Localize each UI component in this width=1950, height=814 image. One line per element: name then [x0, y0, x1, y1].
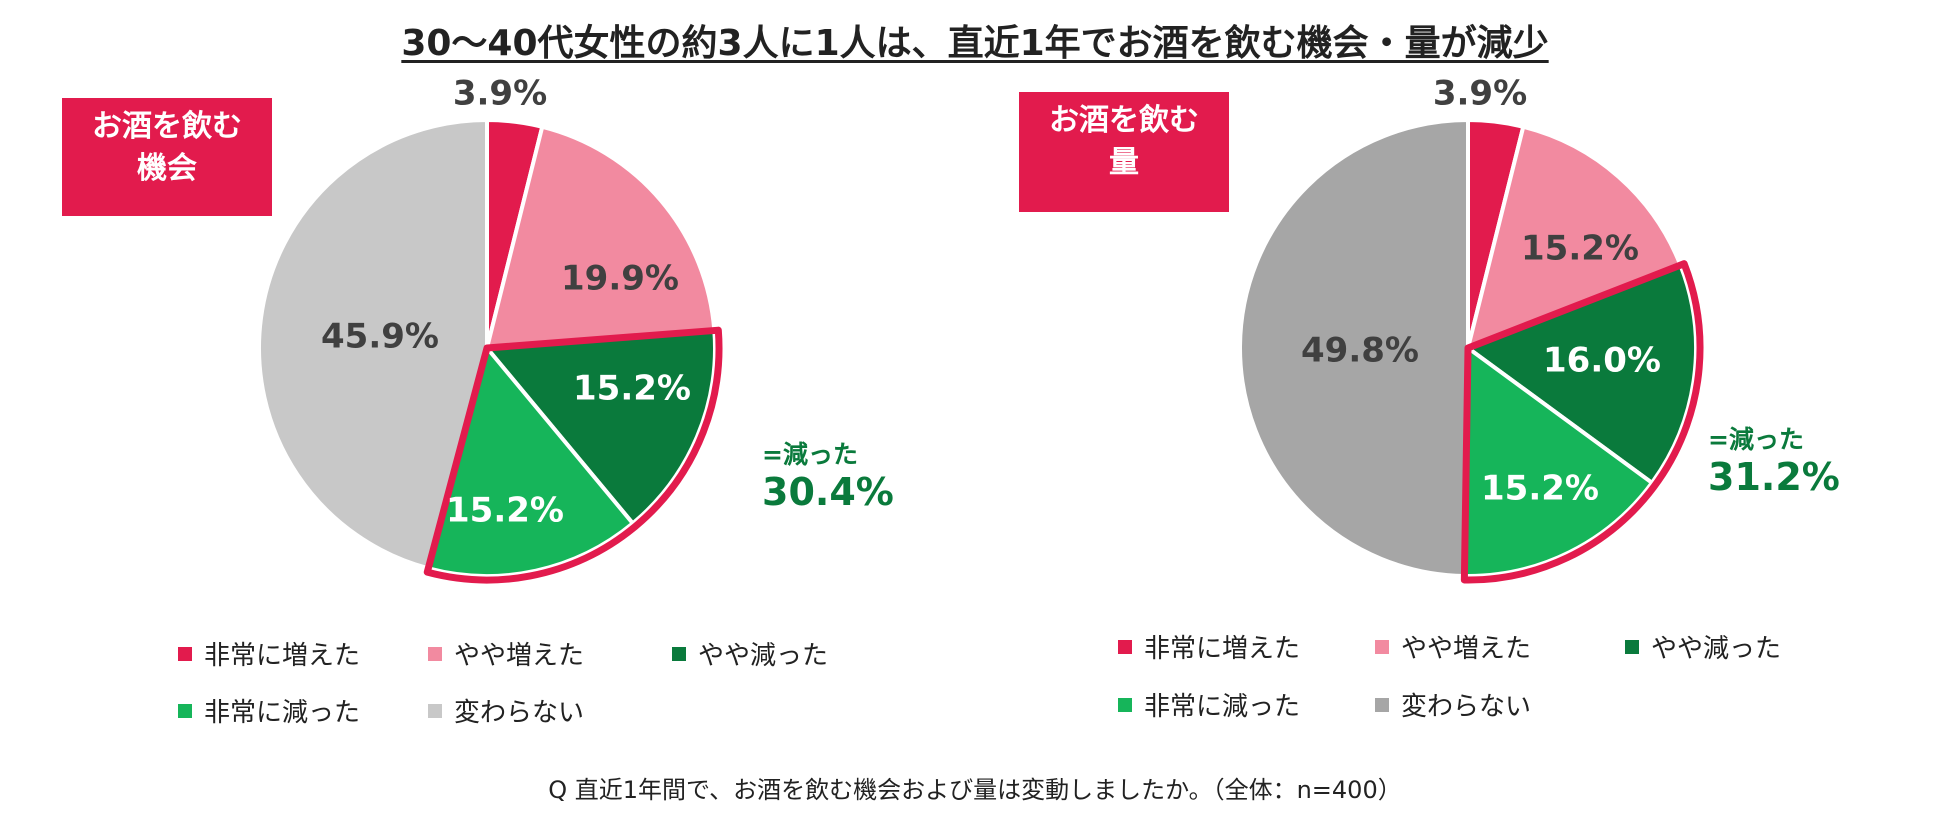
legend-swatch — [672, 646, 686, 661]
legend-swatch — [178, 703, 192, 718]
legend-label: 非常に減った — [1144, 692, 1301, 722]
data-label: 15.2% — [446, 491, 564, 531]
legend-swatch — [1375, 697, 1389, 712]
legend-swatch — [428, 703, 442, 718]
data-label: 49.8% — [1301, 331, 1419, 371]
data-label: 15.2% — [1481, 469, 1599, 509]
pie-slice — [1463, 262, 1698, 486]
legend-label: 変わらない — [454, 698, 585, 728]
legend-swatch — [1118, 697, 1132, 712]
legend-item: やや減った — [672, 635, 828, 672]
data-label: 3.9% — [1433, 74, 1527, 114]
annotation-value: 31.2% — [1708, 455, 1840, 499]
legend-label: やや減った — [1651, 634, 1782, 664]
legend-item: やや減った — [1625, 628, 1781, 665]
pie-panel-amount: お酒を飲む 量 3.9% 15.2% 16.0% 15.2% 49.8% =減った 31.2… — [975, 0, 1950, 814]
badge-line-2: 量 — [1109, 145, 1139, 180]
badge-occasion: お酒を飲む 機会 — [62, 98, 272, 216]
legend-swatch — [428, 646, 442, 661]
pie-panel-occasion: お酒を飲む 機会 3.9% 19.9% 15.2% 15.2% 45.9% =減った 30.… — [62, 74, 894, 729]
legend-label: 変わらない — [1401, 692, 1532, 722]
legend-item: 非常に減った — [178, 692, 360, 729]
pie-slice — [1465, 124, 1684, 352]
badge-amount: お酒を飲む 量 — [1019, 92, 1229, 212]
badge-line-1: お酒を飲む — [92, 109, 242, 144]
legend-item: やや増えた — [1375, 628, 1531, 665]
legend-swatch — [1118, 639, 1132, 654]
legend-item: 変わらない — [1375, 686, 1531, 723]
legend-item: やや増えた — [428, 635, 584, 672]
annotation-label: =減った — [1708, 425, 1804, 454]
pie-slice — [482, 328, 717, 527]
legend-label: 非常に減った — [204, 698, 361, 728]
data-label: 15.2% — [573, 369, 691, 409]
data-label: 3.9% — [453, 74, 547, 114]
legend-label: やや増えた — [454, 641, 585, 671]
data-label: 45.9% — [321, 317, 439, 357]
legend-label: やや減った — [698, 641, 829, 671]
highlight-outline — [423, 326, 723, 584]
chart-title: 30～40代女性の約3人に1人は、直近1年でお酒を飲む機会・量が減少 — [401, 23, 1549, 64]
pie-slice — [1238, 117, 1470, 579]
data-label: 15.2% — [1521, 229, 1639, 269]
pie-slice — [484, 124, 717, 351]
legend-label: 非常に増えた — [1144, 634, 1301, 664]
annotation-label: =減った — [762, 440, 858, 469]
pie-slice — [257, 117, 489, 571]
legend-label: 非常に増えた — [204, 641, 361, 671]
annotation-value: 30.4% — [762, 470, 894, 514]
pie-slice — [1462, 344, 1655, 578]
legend-swatch — [178, 646, 192, 661]
legend-item: 非常に増えた — [178, 635, 360, 672]
legend-item: 非常に増えた — [1118, 628, 1300, 665]
legend-swatch — [1375, 639, 1389, 654]
legend-label: やや増えた — [1401, 634, 1532, 664]
data-label: 19.9% — [561, 259, 679, 299]
legend-item: 変わらない — [428, 692, 584, 729]
data-label: 16.0% — [1543, 341, 1661, 381]
legend-item: 非常に減った — [1118, 686, 1300, 723]
badge-line-2: 機会 — [137, 151, 197, 186]
pie-slice — [425, 343, 636, 578]
highlight-outline — [1460, 260, 1704, 584]
badge-line-1: お酒を飲む — [1049, 103, 1199, 138]
footnote: Q 直近1年間で、お酒を飲む機会および量は変動しましたか。（全体：n=400） — [548, 776, 1402, 804]
legend-swatch — [1625, 639, 1639, 654]
